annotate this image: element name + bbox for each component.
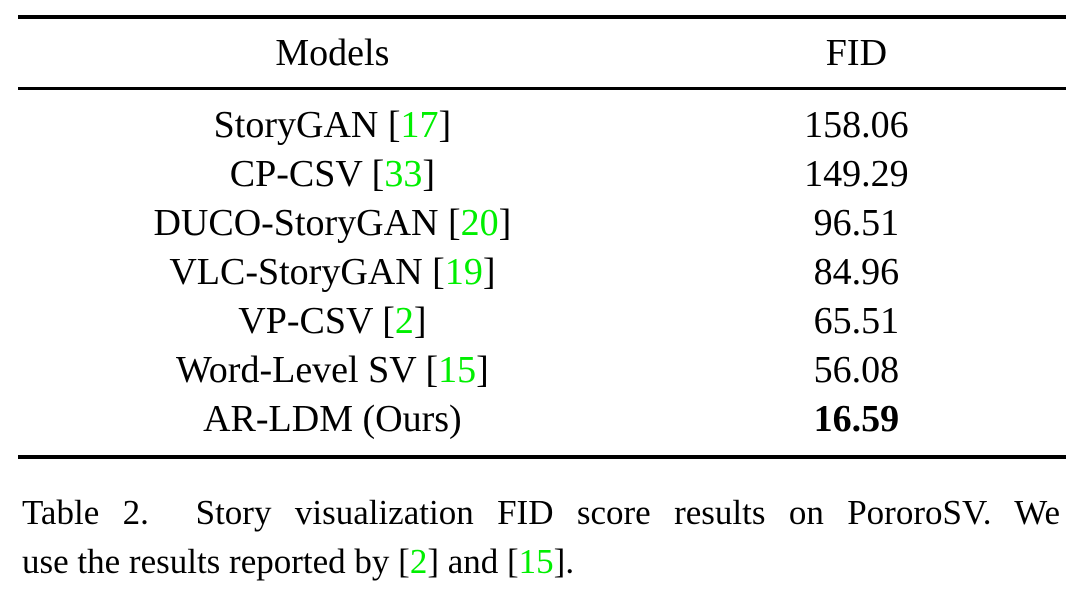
fid-value-cell: 96.51 [813,201,900,244]
fid-value-cell: 158.06 [804,103,909,146]
table-row: CP-CSV [33] 149.29 [18,149,1066,198]
model-name: DUCO-StoryGAN [ [153,201,461,244]
model-name-suffix: ] [482,250,496,293]
caption-text: ]. [553,542,575,581]
table-body: StoryGAN [17] 158.06 CP-CSV [33] 149.29 … [18,89,1066,458]
citation-ref[interactable]: 2 [394,299,414,342]
model-name: Word-Level SV [ [175,348,439,391]
fid-value-cell: 84.96 [813,250,900,293]
fid-value-cell: 65.51 [813,299,900,342]
caption-text: ] and [ [427,542,519,581]
header-row: Models FID [18,17,1066,90]
citation-ref[interactable]: 33 [384,152,423,195]
table-row: Word-Level SV [15] 56.08 [18,345,1066,394]
model-name-suffix: ] [413,299,427,342]
table-row: AR-LDM (Ours) 16.59 [18,394,1066,457]
table-row: StoryGAN [17] 158.06 [18,89,1066,150]
column-header-fid: FID [646,17,1066,90]
citation-ref[interactable]: 17 [400,103,439,146]
table-row: VLC-StoryGAN [19] 84.96 [18,247,1066,296]
caption-text: use the results reported by [ [22,542,410,581]
column-header-models: Models [18,17,647,90]
model-name-cell: VLC-StoryGAN [19] [18,247,647,296]
model-name-suffix: ] [498,201,512,244]
table-caption: Table 2. Story visualization FID score r… [22,488,1060,586]
citation-ref[interactable]: 2 [409,542,428,581]
fid-value-cell: 56.08 [813,348,900,391]
table-header: Models FID [18,17,1066,90]
model-name-suffix: ] [422,152,435,195]
model-name-cell: CP-CSV [33] [18,149,647,198]
caption-line-2: use the results reported by [2] and [15]… [22,537,1060,586]
model-name-cell: Word-Level SV [15] [18,345,647,394]
model-name: VLC-StoryGAN [ [169,250,445,293]
model-name-suffix: ] [438,103,452,146]
fid-value-cell-best: 16.59 [813,397,900,440]
fid-value-cell: 149.29 [804,152,909,195]
citation-ref[interactable]: 15 [438,348,477,391]
model-name-cell: StoryGAN [17] [18,89,647,150]
model-name: VP-CSV [ [238,299,395,342]
model-name-cell: VP-CSV [2] [18,296,647,345]
model-name-suffix: ] [476,348,489,391]
table-row: VP-CSV [2] 65.51 [18,296,1066,345]
model-name: StoryGAN [ [213,103,401,146]
model-name: AR-LDM (Ours) [203,397,462,440]
citation-ref[interactable]: 15 [518,542,554,581]
citation-ref[interactable]: 20 [460,201,499,244]
caption-line-1: Table 2. Story visualization FID score r… [22,493,1060,532]
model-name-cell: DUCO-StoryGAN [20] [18,198,647,247]
results-table: Models FID StoryGAN [17] 158.06 CP-CSV [… [18,15,1066,459]
model-name: CP-CSV [ [229,152,385,195]
model-name-cell: AR-LDM (Ours) [18,394,647,457]
citation-ref[interactable]: 19 [444,250,483,293]
table-row: DUCO-StoryGAN [20] 96.51 [18,198,1066,247]
